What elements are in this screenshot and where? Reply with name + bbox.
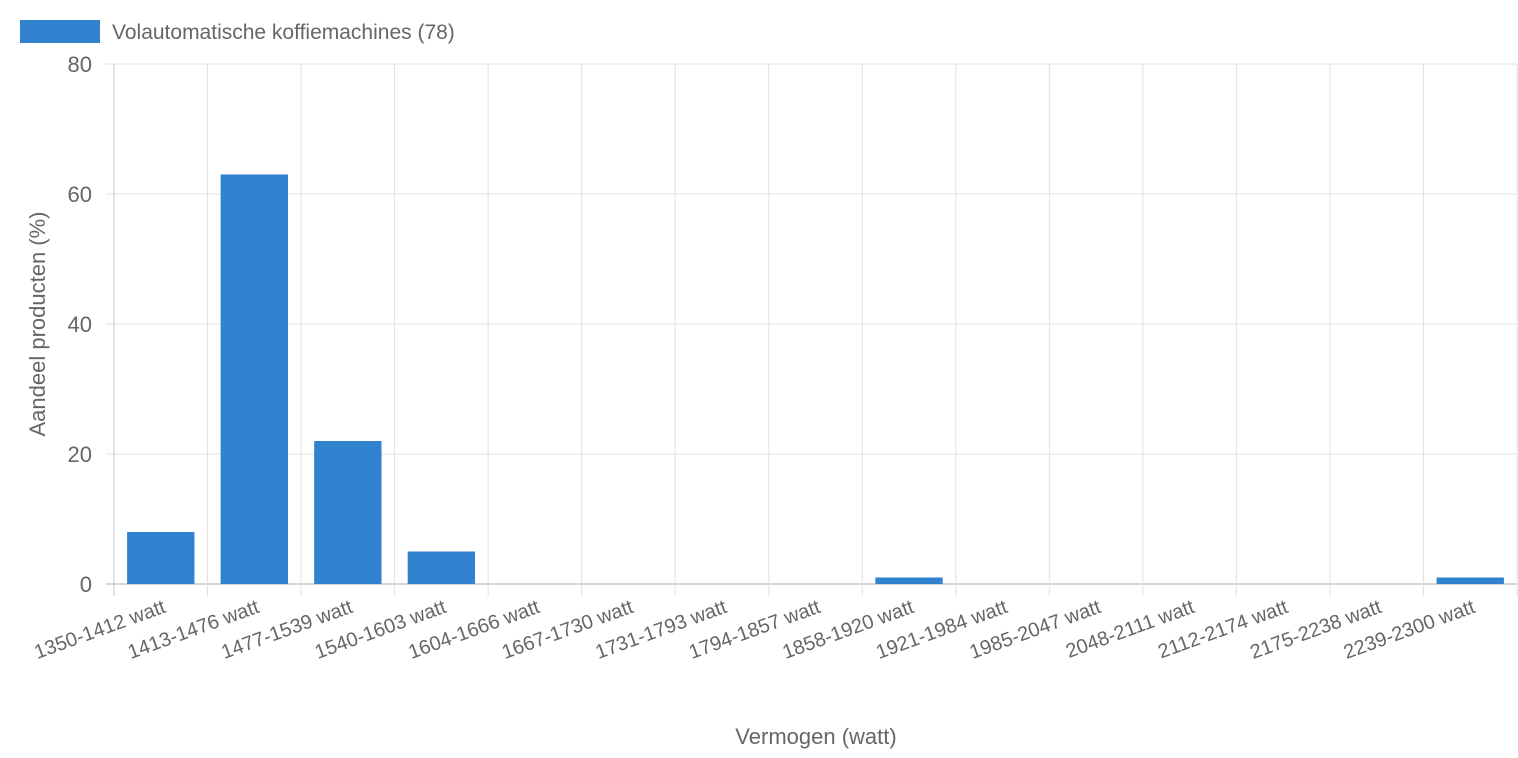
- x-axis-title: Vermogen (watt): [735, 724, 896, 749]
- bar[interactable]: [875, 577, 943, 585]
- y-axis-title: Aandeel producten (%): [25, 211, 50, 436]
- bar[interactable]: [127, 532, 195, 584]
- legend-swatch[interactable]: [20, 20, 100, 43]
- y-tick-label: 20: [68, 442, 92, 467]
- y-tick-label: 40: [68, 312, 92, 337]
- bar[interactable]: [1436, 577, 1504, 585]
- y-tick-label: 0: [80, 572, 92, 597]
- y-tick-label: 80: [68, 52, 92, 77]
- bar[interactable]: [407, 551, 476, 585]
- grid: [106, 63, 1518, 596]
- y-tick-label: 60: [68, 182, 92, 207]
- legend-label[interactable]: Volautomatische koffiemachines (78): [112, 21, 455, 44]
- bar[interactable]: [220, 174, 288, 585]
- bars: [127, 174, 1504, 585]
- legend[interactable]: Volautomatische koffiemachines (78): [20, 20, 455, 44]
- bar[interactable]: [314, 441, 382, 584]
